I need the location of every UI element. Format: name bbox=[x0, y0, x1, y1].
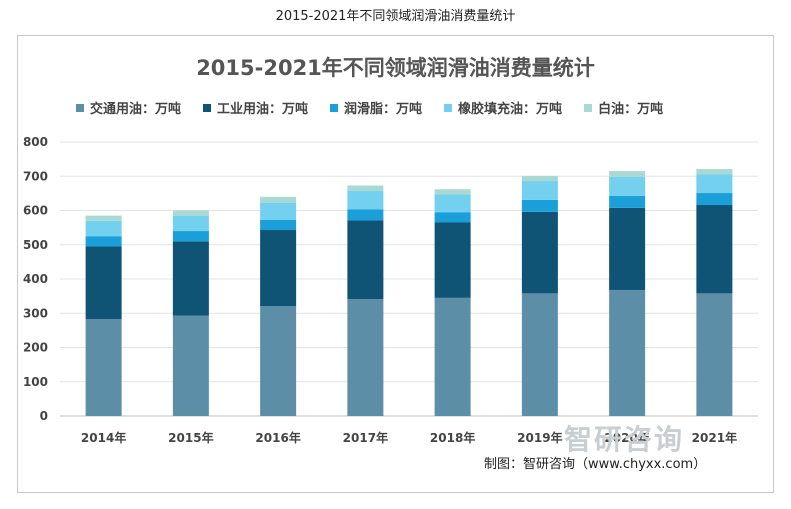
x-tick-label-2014年: 2014年 bbox=[81, 430, 126, 445]
bar-2015年-series-3 bbox=[172, 215, 209, 232]
x-tick-label-2019年: 2019年 bbox=[517, 430, 562, 445]
bar-2016年-series-4 bbox=[260, 196, 297, 203]
bar-2018年-series-3 bbox=[434, 194, 471, 213]
bar-2015年-series-2 bbox=[172, 231, 209, 242]
bar-2019年-series-4 bbox=[521, 175, 558, 182]
bar-2016年-series-3 bbox=[260, 202, 297, 220]
legend-label-industrial: 工业用油：万吨 bbox=[217, 102, 309, 117]
legend-label-white-oil: 白油：万吨 bbox=[598, 102, 664, 117]
legend-swatch-industrial bbox=[203, 103, 212, 112]
chart-title: 2015-2021年不同领域润滑油消费量统计 bbox=[196, 56, 595, 80]
bar-2014年-series-0 bbox=[85, 319, 122, 416]
chart-frame: 2015-2021年不同领域润滑油消费量统计 交通用油：万吨 工业用油：万吨 润… bbox=[17, 35, 774, 493]
bar-2021年-series-2 bbox=[696, 193, 733, 206]
bar-2018年-series-2 bbox=[434, 212, 471, 223]
watermark-logo: 智研咨询 bbox=[564, 423, 685, 456]
bar-2018年-series-1 bbox=[434, 222, 471, 298]
bar-2016年-series-0 bbox=[260, 306, 297, 416]
page-caption: 2015-2021年不同领域润滑油消费量统计 bbox=[275, 9, 516, 24]
bar-2020年-series-4 bbox=[609, 171, 646, 177]
x-tick-label-2015年: 2015年 bbox=[168, 430, 213, 445]
bar-2017年-series-3 bbox=[347, 190, 384, 210]
y-tick-label-500: 500 bbox=[23, 238, 48, 252]
bar-2019年-series-1 bbox=[521, 211, 558, 294]
bar-2019年-series-0 bbox=[521, 293, 558, 416]
bar-2021年-series-0 bbox=[696, 293, 733, 416]
bar-2016年-series-1 bbox=[260, 230, 297, 307]
legend-swatch-white-oil bbox=[584, 103, 593, 112]
bar-2020年-series-1 bbox=[609, 207, 646, 290]
bar-2021年-series-1 bbox=[696, 205, 733, 294]
bar-2021年-series-4 bbox=[696, 169, 733, 175]
bar-2020年-series-2 bbox=[609, 195, 646, 208]
legend-swatch-rubber-oil bbox=[444, 103, 453, 112]
bar-2014年-series-3 bbox=[85, 220, 122, 237]
y-tick-label-200: 200 bbox=[23, 341, 48, 355]
bar-2019年-series-3 bbox=[521, 181, 558, 200]
legend-item-grease: 润滑脂：万吨 bbox=[330, 98, 422, 117]
y-tick-label-300: 300 bbox=[23, 306, 48, 320]
legend-label-grease: 润滑脂：万吨 bbox=[344, 102, 423, 117]
bar-2014年-series-2 bbox=[85, 236, 122, 247]
bar-2020年-series-0 bbox=[609, 289, 646, 416]
y-tick-label-400: 400 bbox=[23, 272, 48, 286]
y-tick-label-800: 800 bbox=[23, 135, 48, 149]
bar-2017年-series-0 bbox=[347, 299, 384, 416]
legend-swatch-transport bbox=[76, 103, 84, 112]
bar-2021年-series-3 bbox=[696, 174, 733, 194]
bar-2017年-series-2 bbox=[347, 209, 384, 221]
x-tick-label-2020年: 2020年 bbox=[604, 430, 649, 445]
bar-2019年-series-2 bbox=[521, 199, 558, 212]
legend-item-industrial: 工业用油：万吨 bbox=[203, 98, 308, 117]
bar-2017年-series-4 bbox=[347, 185, 384, 191]
source-note: 制图：智研咨询（www.chyxx.com） bbox=[484, 457, 707, 472]
legend-swatch-grease bbox=[330, 103, 339, 112]
y-tick-label-100: 100 bbox=[23, 375, 48, 389]
x-tick-label-2018年: 2018年 bbox=[430, 430, 475, 445]
legend-label-rubber-oil: 橡胶填充油：万吨 bbox=[458, 102, 563, 117]
bar-2020年-series-3 bbox=[609, 176, 646, 196]
y-tick-label-0: 0 bbox=[40, 409, 48, 423]
chart-legend: 交通用油：万吨 工业用油：万吨 润滑脂：万吨 橡胶填充油：万吨 白油：万吨 bbox=[76, 98, 663, 117]
bar-2015年-series-1 bbox=[172, 241, 209, 316]
bar-2017年-series-1 bbox=[347, 220, 384, 300]
legend-item-white-oil: 白油：万吨 bbox=[584, 98, 663, 117]
legend-label-transport: 交通用油：万吨 bbox=[90, 102, 182, 117]
bar-2014年-series-4 bbox=[85, 215, 122, 221]
legend-item-rubber-oil: 橡胶填充油：万吨 bbox=[444, 98, 562, 117]
bar-2015年-series-0 bbox=[172, 315, 209, 416]
bar-2018年-series-0 bbox=[434, 297, 471, 416]
bar-2018年-series-4 bbox=[434, 189, 471, 195]
y-tick-label-600: 600 bbox=[23, 204, 48, 218]
legend-item-transport: 交通用油：万吨 bbox=[76, 98, 181, 117]
x-tick-label-2017年: 2017年 bbox=[343, 430, 388, 445]
chart-plot: 0 100 200 300 400 500 600 700 800 2014年 2015年 2016年… bbox=[23, 135, 758, 445]
x-tick-label-2016年: 2016年 bbox=[255, 430, 300, 445]
x-tick-label-2021年: 2021年 bbox=[692, 430, 737, 445]
bar-2015年-series-4 bbox=[172, 210, 209, 216]
bar-2016年-series-2 bbox=[260, 219, 297, 231]
y-tick-label-700: 700 bbox=[23, 169, 48, 183]
bar-2014年-series-1 bbox=[85, 246, 122, 320]
